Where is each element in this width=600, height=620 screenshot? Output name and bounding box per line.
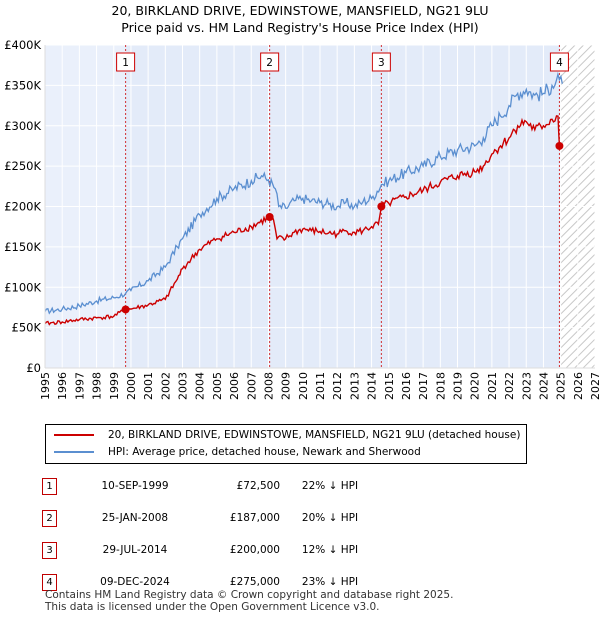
sale-number-badge: 1 bbox=[42, 477, 57, 495]
sale-price: £275,000 bbox=[229, 576, 280, 588]
x-tick-label: 2026 bbox=[572, 372, 585, 400]
price-series-line bbox=[44, 115, 563, 326]
sale-point bbox=[555, 141, 564, 150]
sale-number-label: 1 bbox=[122, 57, 129, 69]
sale-date: 25-JAN-2008 bbox=[101, 512, 169, 524]
y-tick-label: £350K bbox=[4, 78, 41, 92]
sale-number-label: 4 bbox=[556, 57, 563, 69]
x-tick-label: 2021 bbox=[486, 372, 499, 400]
legend-label-property: 20, BIRKLAND DRIVE, EDWINSTOWE, MANSFIEL… bbox=[108, 429, 521, 441]
y-tick-label: £300K bbox=[4, 119, 41, 133]
y-tick-label: £0 bbox=[26, 361, 41, 375]
x-tick-label: 2017 bbox=[417, 372, 430, 400]
sale-number-box bbox=[549, 52, 569, 72]
sales-table: 1 10-SEP-1999 £72,500 22% ↓ HPI 2 25-JAN… bbox=[42, 470, 380, 598]
y-tick-label: £200K bbox=[4, 200, 41, 214]
x-tick-label: 2006 bbox=[228, 372, 241, 400]
x-tick-label: 2024 bbox=[537, 372, 550, 400]
y-tick-label: £150K bbox=[4, 240, 41, 254]
sale-price: £72,500 bbox=[236, 480, 280, 492]
footer: Contains HM Land Registry data © Crown c… bbox=[45, 589, 453, 613]
sale-date: 09-DEC-2024 bbox=[100, 576, 170, 588]
y-tick-label: £50K bbox=[12, 321, 42, 335]
hpi-series-line bbox=[44, 71, 563, 315]
table-row: 1 10-SEP-1999 £72,500 22% ↓ HPI bbox=[42, 470, 380, 502]
legend-item-hpi: HPI: Average price, detached house, Newa… bbox=[54, 444, 421, 460]
x-tick-label: 2027 bbox=[589, 372, 600, 400]
x-tick-label: 1998 bbox=[91, 372, 104, 400]
x-tick-label: 2015 bbox=[383, 372, 396, 400]
x-tick-label: 1999 bbox=[108, 372, 121, 400]
chart-subtitle: Price paid vs. HM Land Registry's House … bbox=[121, 20, 479, 35]
legend-label-hpi: HPI: Average price, detached house, Newa… bbox=[108, 446, 421, 458]
x-tick-label: 2014 bbox=[366, 372, 379, 400]
legend: 20, BIRKLAND DRIVE, EDWINSTOWE, MANSFIEL… bbox=[45, 424, 527, 464]
price-chart: 1 2 3 4 £0 £50K £100K £150K £200K £250K £300K £350K… bbox=[4, 38, 600, 400]
sale-number-box bbox=[371, 52, 391, 72]
chart-title: 20, BIRKLAND DRIVE, EDWINSTOWE, MANSFIEL… bbox=[111, 3, 489, 18]
y-tick-label: £250K bbox=[4, 159, 41, 173]
x-tick-label: 2010 bbox=[297, 372, 310, 400]
x-tick-label: 1996 bbox=[56, 372, 69, 400]
x-tick-label: 2004 bbox=[194, 372, 207, 400]
sale-number-badge: 3 bbox=[42, 541, 57, 559]
sale-number-box bbox=[116, 52, 136, 72]
x-tick-label: 2025 bbox=[555, 372, 568, 400]
x-tick-label: 2020 bbox=[469, 372, 482, 400]
y-tick-label: £100K bbox=[4, 280, 41, 294]
sale-hpi-diff: 22% ↓ HPI bbox=[301, 480, 359, 492]
x-tick-label: 1995 bbox=[39, 372, 52, 400]
sale-date: 10-SEP-1999 bbox=[101, 480, 169, 492]
x-tick-label: 2003 bbox=[177, 372, 190, 400]
table-row: 2 25-JAN-2008 £187,000 20% ↓ HPI bbox=[42, 502, 380, 534]
x-tick-label: 1997 bbox=[73, 372, 86, 400]
sale-point bbox=[265, 212, 274, 221]
table-row: 3 29-JUL-2014 £200,000 12% ↓ HPI bbox=[42, 534, 380, 566]
x-tick-label: 2001 bbox=[142, 372, 155, 400]
x-tick-label: 2012 bbox=[331, 372, 344, 400]
x-tick-label: 2018 bbox=[434, 372, 447, 400]
x-tick-label: 2002 bbox=[159, 372, 172, 400]
sale-number-box bbox=[260, 52, 280, 72]
x-tick-label: 2011 bbox=[314, 372, 327, 400]
table-row: 4 09-DEC-2024 £275,000 23% ↓ HPI bbox=[42, 566, 380, 598]
sale-hpi-diff: 20% ↓ HPI bbox=[301, 512, 359, 524]
x-tick-label: 2019 bbox=[452, 372, 465, 400]
sale-point bbox=[377, 202, 386, 211]
x-tick-label: 2016 bbox=[400, 372, 413, 400]
sale-date: 29-JUL-2014 bbox=[102, 544, 168, 556]
sale-point bbox=[121, 305, 130, 314]
y-tick-label: £400K bbox=[4, 38, 41, 52]
sale-number-label: 3 bbox=[378, 57, 385, 69]
x-tick-label: 2023 bbox=[520, 372, 533, 400]
x-tick-label: 2005 bbox=[211, 372, 224, 400]
sale-number-badge: 4 bbox=[42, 573, 57, 591]
sale-hpi-diff: 12% ↓ HPI bbox=[301, 544, 359, 556]
x-tick-label: 2008 bbox=[262, 372, 275, 400]
x-tick-label: 2009 bbox=[280, 372, 293, 400]
blue-line-swatch bbox=[54, 451, 94, 453]
legend-item-property: 20, BIRKLAND DRIVE, EDWINSTOWE, MANSFIEL… bbox=[54, 427, 520, 443]
x-tick-label: 2022 bbox=[503, 372, 516, 400]
sale-price: £187,000 bbox=[229, 512, 280, 524]
red-line-swatch bbox=[54, 434, 94, 436]
sale-hpi-diff: 23% ↓ HPI bbox=[301, 576, 359, 588]
footer-line-2: This data is licensed under the Open Gov… bbox=[45, 601, 380, 613]
x-tick-label: 2000 bbox=[125, 372, 138, 400]
x-tick-label: 2013 bbox=[348, 372, 361, 400]
sale-number-badge: 2 bbox=[42, 509, 57, 527]
sale-number-label: 2 bbox=[266, 57, 273, 69]
footer-line-1: Contains HM Land Registry data © Crown c… bbox=[45, 589, 454, 601]
x-tick-label: 2007 bbox=[245, 372, 258, 400]
sale-price: £200,000 bbox=[229, 544, 280, 556]
